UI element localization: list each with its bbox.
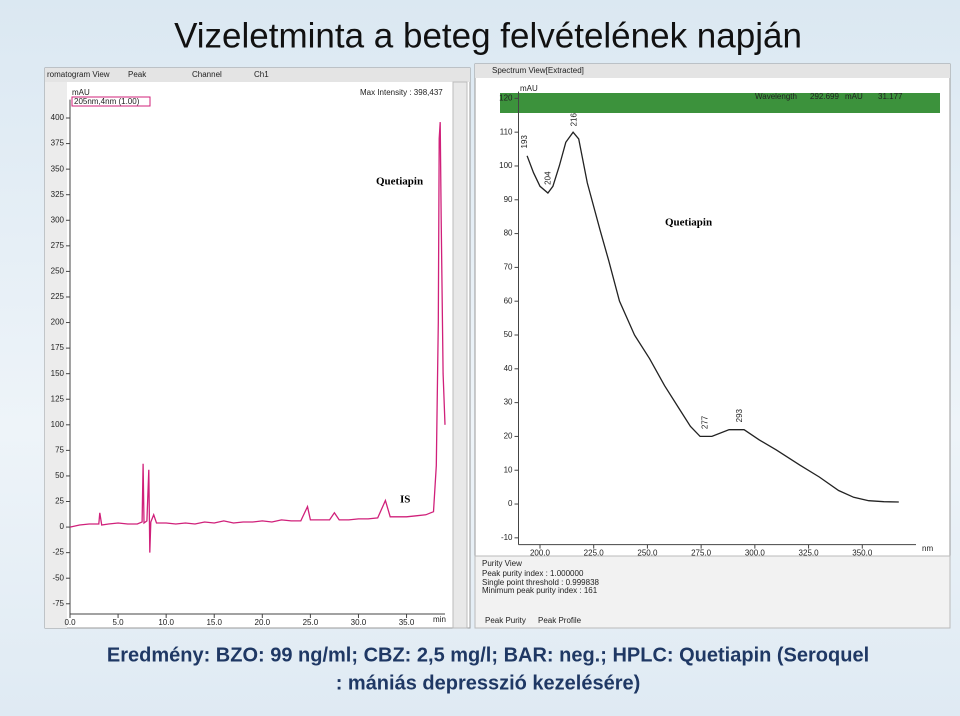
toolbar [475,64,950,78]
y-tick-label: 0 [60,522,65,531]
toolbar-item: Channel [192,70,222,79]
chromatogram-panel [44,67,471,629]
caption-line: Eredmény: BZO: 99 ng/ml; CBZ: 2,5 mg/l; … [107,644,869,666]
annotation: Quetiapin [376,176,423,188]
info: 31.177 [878,92,903,101]
toolbar-item: Peak [128,70,147,79]
purity-title: Purity View [482,559,522,568]
y-tick-label: 50 [55,471,64,480]
y-axis-label: mAU [72,88,90,97]
window-title: romatogram View [47,70,110,79]
legend-box [71,96,151,107]
x-axis-label: nm [922,544,933,553]
y-tick-label: 175 [51,343,65,352]
y-tick-label: 40 [504,364,513,373]
y-tick-label: 125 [51,394,65,403]
y-tick-label: 30 [504,398,513,407]
peak-label: 293 [735,408,744,422]
y-tick-label: 225 [51,292,65,301]
y-tick-label: 350 [51,164,65,173]
y-axis-label: mAU [520,84,538,93]
x-tick-label: 5.0 [113,618,125,627]
y-tick-label: 90 [504,195,513,204]
y-tick-label: 275 [51,241,65,250]
x-tick-label: 275.0 [691,549,712,558]
info: Wavelength [755,92,797,101]
peak-label: 204 [544,171,553,185]
scrollbar [452,81,468,629]
toolbar-item: Ch1 [254,70,269,79]
info: mAU [845,92,863,101]
x-tick-label: 25.0 [303,618,319,627]
purity-panel [474,555,951,629]
x-tick-label: 0.0 [64,618,76,627]
peak-label: 216 [569,113,578,127]
y-tick-label: 375 [51,139,65,148]
y-tick-label: -10 [501,533,513,542]
purity-line: Minimum peak purity index : 161 [482,586,598,595]
x-tick-label: 325.0 [799,549,820,558]
y-tick-label: -50 [52,573,64,582]
legend-entry: 205nm,4nm (1.00) [74,97,140,106]
spectrum-panel [474,63,951,629]
info: Max Intensity : 398,437 [360,88,443,97]
y-tick-label: 110 [500,127,513,136]
y-tick-label: 325 [51,190,65,199]
info: 292.699 [810,92,839,101]
y-tick-label: 100 [499,161,513,170]
toolbar [45,68,470,82]
tab[interactable]: Peak Purity [485,616,526,625]
y-tick-label: 300 [51,215,65,224]
x-axis-label: min [433,615,446,624]
series-line [69,122,446,553]
y-tick-label: 20 [504,432,513,441]
purity-line: Peak purity index : 1.000000 [482,569,584,578]
y-tick-label: 80 [504,229,513,238]
x-tick-label: 10.0 [158,618,174,627]
x-tick-label: 350.0 [852,549,873,558]
y-tick-label: 70 [504,263,513,272]
y-tick-label: 400 [51,113,65,122]
ruler [45,82,67,628]
y-tick-label: 100 [51,420,65,429]
peak-label: 277 [701,415,710,429]
x-tick-label: 225.0 [584,549,605,558]
y-tick-label: 25 [55,497,64,506]
annotation: IS [400,494,410,506]
peak-label: 193 [520,135,529,149]
y-tick-label: 60 [504,296,513,305]
window-title: Spectrum View[Extracted] [492,66,584,75]
spectrum-header [500,93,940,113]
y-tick-label: 200 [51,318,65,327]
slide-title: Vizeletminta a beteg felvételének napján [174,16,802,55]
x-tick-label: 300.0 [745,549,766,558]
caption-line: : mániás depresszió kezelésére) [336,672,641,694]
x-tick-label: 250.0 [637,549,658,558]
y-tick-label: -25 [52,548,64,557]
x-tick-label: 35.0 [399,618,415,627]
y-tick-label: -75 [52,599,64,608]
y-tick-label: 10 [504,465,513,474]
y-tick-label: 0 [508,499,513,508]
x-tick-label: 30.0 [351,618,367,627]
y-tick-label: 150 [51,369,65,378]
tab[interactable]: Peak Profile [538,616,582,625]
series-line [526,131,899,503]
y-tick-label: 75 [55,445,64,454]
y-tick-label: 250 [51,267,65,276]
x-tick-label: 200.0 [530,549,551,558]
y-tick-label: 50 [504,330,513,339]
x-tick-label: 20.0 [255,618,271,627]
x-tick-label: 15.0 [206,618,222,627]
purity-line: Single point threshold : 0.999838 [482,578,600,587]
y-tick-label: 120 [499,93,513,102]
annotation: Quetiapin [665,217,712,229]
